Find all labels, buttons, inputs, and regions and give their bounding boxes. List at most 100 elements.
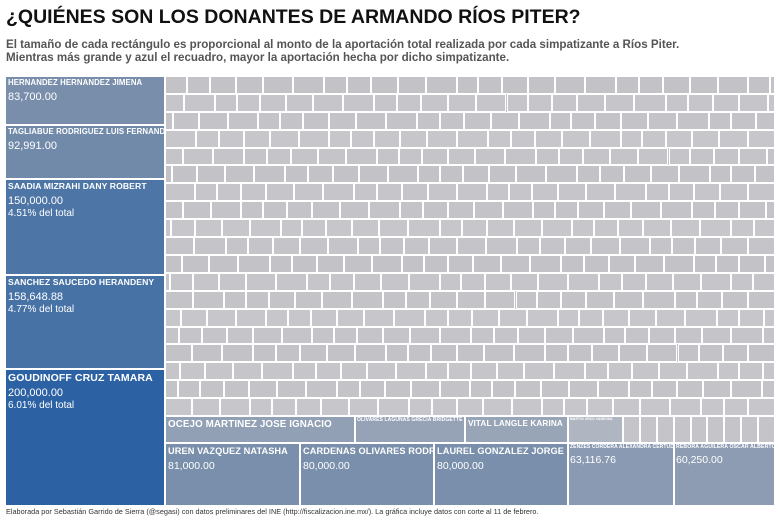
treemap-cell-small-donor xyxy=(293,362,317,381)
treemap-cell-small-donor xyxy=(748,129,775,148)
treemap-cell-small-donor xyxy=(674,290,698,309)
source-credit: Elaborada por Sebastián Garrido de Sierr… xyxy=(6,507,539,516)
donor-amount-label: 81,000.00 xyxy=(168,459,215,472)
donor-amount-label: 80,000.00 xyxy=(303,459,350,472)
treemap-cell-small-donor xyxy=(253,344,276,363)
treemap-cell-small-donor xyxy=(395,362,426,381)
treemap-cell-small-donor xyxy=(329,272,355,291)
treemap-cell-small-donor xyxy=(269,290,295,309)
treemap-cell-small-donor xyxy=(651,380,677,399)
treemap-cell-small-donor xyxy=(663,76,690,94)
treemap-cell-small-donor xyxy=(483,398,512,416)
treemap-cell-small-donor xyxy=(165,93,185,112)
treemap-cell-small-donor xyxy=(748,344,775,363)
treemap-cell-small-donor xyxy=(748,183,775,202)
treemap-cell-small-donor xyxy=(516,165,546,184)
treemap-cell-small-donor xyxy=(245,290,270,309)
treemap-cell-small-donor xyxy=(690,147,714,166)
treemap-cell-small-donor xyxy=(306,380,338,399)
treemap-cell-small-donor xyxy=(371,76,398,94)
treemap-cell-small-donor xyxy=(638,76,664,94)
treemap-cell-small-donor xyxy=(326,219,352,238)
treemap-cell-small-donor xyxy=(739,254,766,273)
treemap-cell-small-donor xyxy=(240,183,267,202)
treemap-cell-small-donor xyxy=(532,183,559,202)
treemap-cell-small-donor xyxy=(195,219,222,238)
treemap-cell-small-donor xyxy=(246,272,276,291)
treemap-cell-small-donor xyxy=(263,76,293,94)
treemap-cell-small-donor xyxy=(218,272,247,291)
treemap-cell-small-donor xyxy=(634,93,666,112)
treemap-cell-small-donor xyxy=(201,326,227,345)
treemap-cell-small-donor xyxy=(253,326,282,345)
treemap-cell-small-donor xyxy=(701,398,724,416)
treemap-cell-small-donor xyxy=(350,129,375,148)
treemap-cell-small-donor xyxy=(508,183,533,202)
treemap-cell-small-donor xyxy=(537,290,561,309)
treemap-cell-small-donor xyxy=(624,165,651,184)
treemap-cell-small-donor xyxy=(542,219,573,238)
treemap-cell-small-donor xyxy=(354,183,378,202)
treemap-cell-small-donor xyxy=(464,111,491,130)
treemap-cell-small-donor xyxy=(374,129,400,148)
treemap-cell-small-donor xyxy=(360,380,385,399)
treemap-cell-small-donor xyxy=(165,380,179,399)
treemap-cell-small-donor xyxy=(766,201,775,220)
treemap-cell-small-donor xyxy=(538,272,568,291)
treemap-cell-small-donor xyxy=(643,219,671,238)
donor-amount-label: 83,700.00 xyxy=(8,90,57,103)
treemap-cell-small-donor xyxy=(533,201,555,220)
treemap-cell-small-donor xyxy=(235,76,264,94)
treemap-cell-small-donor xyxy=(333,326,358,345)
treemap-cell-small-donor xyxy=(424,254,448,273)
donor-name-label: UREN VAZQUEZ NATASHA xyxy=(168,446,288,456)
treemap-cell-small-donor xyxy=(487,183,509,202)
treemap-cell-small-donor xyxy=(357,326,383,345)
treemap-cell-small-donor xyxy=(551,93,578,112)
donor-name-label: TAGLIABUE RODRIGUEZ LUIS FERNANDO xyxy=(8,127,165,136)
treemap-cell-small-donor xyxy=(385,111,418,130)
treemap-cell-small-donor xyxy=(748,237,775,255)
treemap-cell-small-donor xyxy=(262,362,294,381)
treemap-cell-small-donor xyxy=(564,237,592,255)
treemap-cell-small-donor xyxy=(656,308,686,327)
treemap-cell-small-donor xyxy=(298,129,329,148)
treemap-cell-small-donor xyxy=(327,237,359,255)
treemap-cell-small-donor xyxy=(447,362,472,381)
treemap-cell-small-donor xyxy=(561,254,585,273)
treemap-cell-small-donor xyxy=(608,254,636,273)
treemap-cell-small-donor xyxy=(635,254,664,273)
treemap-cell-small-donor xyxy=(393,308,426,327)
treemap-cell-small-donor xyxy=(456,129,489,148)
treemap-cell-small-donor xyxy=(766,147,775,166)
treemap-cell-small-donor xyxy=(578,201,604,220)
treemap-cell-small-donor xyxy=(300,344,327,363)
treemap-cell-small-donor xyxy=(212,147,245,166)
treemap-cell-small-donor xyxy=(328,111,357,130)
treemap-cell-small-donor xyxy=(322,290,352,309)
treemap-cell-small-donor xyxy=(279,111,304,130)
treemap-cell-small-donor xyxy=(484,344,514,363)
treemap-cell-small-donor xyxy=(409,398,433,416)
treemap-cell-small-donor xyxy=(488,129,511,148)
treemap-cell-small-donor xyxy=(417,111,440,130)
treemap-cell-small-donor xyxy=(707,416,725,443)
treemap-cell-small-donor xyxy=(340,362,368,381)
treemap-cell-small-donor xyxy=(761,380,775,399)
treemap-cell-small-donor xyxy=(266,147,292,166)
treemap-cell-small-donor xyxy=(313,93,343,112)
treemap-cell-small-donor xyxy=(599,165,625,184)
treemap-cell-small-donor xyxy=(214,93,237,112)
treemap-cell-small-donor xyxy=(428,183,457,202)
treemap-cell-small-donor xyxy=(210,76,236,94)
treemap-cell-small-donor xyxy=(496,362,525,381)
treemap-cell-small-donor xyxy=(691,129,720,148)
treemap-cell-small-donor xyxy=(619,237,651,255)
treemap-cell-small-donor xyxy=(590,129,621,148)
treemap-cell-small-donor xyxy=(408,219,440,238)
treemap-cell-small-donor xyxy=(563,398,588,416)
treemap-cell-small-donor xyxy=(165,147,184,166)
treemap-cell-small-donor xyxy=(579,308,604,327)
treemap-cell-small-donor xyxy=(249,380,277,399)
donor-name-label: GOUDINOFF CRUZ TAMARA xyxy=(8,372,153,384)
